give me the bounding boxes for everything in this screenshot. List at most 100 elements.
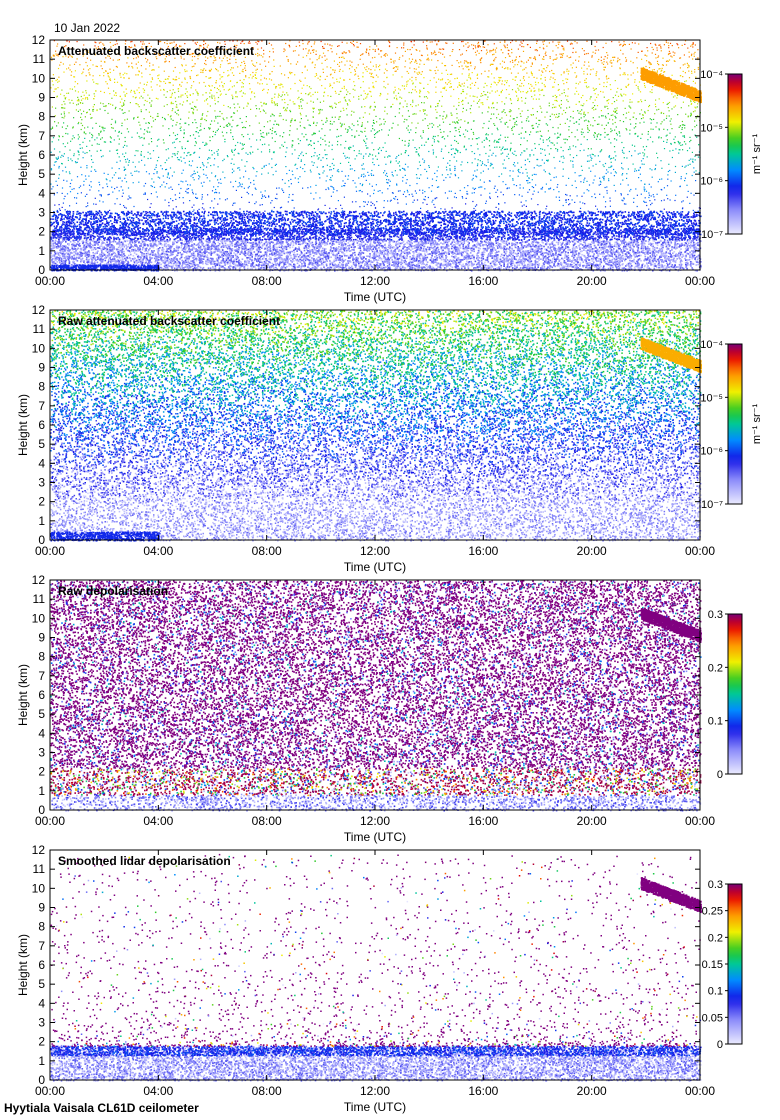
y-tick-label: 11 xyxy=(33,862,46,876)
y-tick-label: 7 xyxy=(38,129,45,143)
y-tick-label: 7 xyxy=(38,669,45,683)
x-tick-label: 12:00 xyxy=(360,544,390,558)
x-tick-label: 00:00 xyxy=(685,544,715,558)
colorbar-unit: m⁻¹ sr⁻¹ xyxy=(751,134,763,175)
x-tick-label: 16:00 xyxy=(468,274,498,288)
colorbar-tick-label: 0.15 xyxy=(702,959,723,971)
y-tick-label: 10 xyxy=(32,881,46,895)
y-tick-label: 11 xyxy=(33,322,46,336)
x-tick-label: 20:00 xyxy=(577,274,607,288)
y-tick-label: 2 xyxy=(38,765,45,779)
figure: Attenuated backscatter coefficient012345… xyxy=(0,0,780,1120)
colorbar-tick-label: 10⁻⁵ xyxy=(700,122,723,134)
colorbar-tick-label: 0 xyxy=(717,1039,723,1051)
colorbar-tick-label: 10⁻⁶ xyxy=(700,446,723,458)
y-tick-label: 1 xyxy=(38,514,45,528)
y-tick-label: 10 xyxy=(32,611,46,625)
colorbar-tick-label: 0.1 xyxy=(708,716,723,728)
y-tick-label: 8 xyxy=(38,920,45,934)
x-tick-label: 04:00 xyxy=(143,544,173,558)
colorbar-tick-label: 0.1 xyxy=(708,986,723,998)
y-tick-label: 12 xyxy=(32,33,46,47)
colorbar-unit: m⁻¹ sr⁻¹ xyxy=(751,404,763,445)
y-tick-label: 5 xyxy=(38,977,45,991)
y-tick-label: 2 xyxy=(38,1035,45,1049)
colorbar-tick-label: 0.2 xyxy=(708,662,723,674)
y-tick-label: 12 xyxy=(32,573,46,587)
y-axis-label: Height (km) xyxy=(16,394,30,456)
x-tick-label: 16:00 xyxy=(468,1084,498,1098)
x-tick-label: 00:00 xyxy=(685,1084,715,1098)
y-tick-label: 6 xyxy=(38,418,45,432)
colorbar-tick-label: 0.3 xyxy=(708,879,723,891)
y-tick-label: 3 xyxy=(38,746,45,760)
x-tick-label: 20:00 xyxy=(577,1084,607,1098)
panel-2: Raw attenuated backscatter coefficient01… xyxy=(16,303,763,574)
y-tick-label: 3 xyxy=(38,1016,45,1030)
y-tick-label: 7 xyxy=(38,939,45,953)
y-tick-label: 6 xyxy=(38,688,45,702)
x-tick-label: 12:00 xyxy=(360,274,390,288)
y-tick-label: 2 xyxy=(38,495,45,509)
y-tick-label: 1 xyxy=(38,784,45,798)
x-tick-label: 04:00 xyxy=(143,814,173,828)
panel-4: Smoothed lidar depolarisation 0 1 2 3 4 5 6 7 8 9 1… xyxy=(16,843,742,1114)
y-tick-label: 9 xyxy=(38,901,45,915)
x-axis-label: Time (UTC) xyxy=(344,1100,406,1114)
y-tick-label: 9 xyxy=(38,361,45,375)
x-tick-label: 00:00 xyxy=(685,814,715,828)
colorbar xyxy=(728,614,742,774)
y-tick-label: 1 xyxy=(38,1054,45,1068)
y-tick-label: 1 xyxy=(38,244,45,258)
y-tick-label: 4 xyxy=(38,456,45,470)
y-tick-label: 11 xyxy=(33,592,46,606)
y-axis-label: Height (km) xyxy=(16,664,30,726)
colorbar-tick-label: 0.25 xyxy=(702,906,723,918)
y-axis-label: Height (km) xyxy=(16,124,30,186)
y-tick-label: 5 xyxy=(38,437,45,451)
x-tick-label: 12:00 xyxy=(360,1084,390,1098)
colorbar-tick-label: 10⁻⁷ xyxy=(701,499,723,511)
x-tick-label: 20:00 xyxy=(577,814,607,828)
y-tick-label: 3 xyxy=(38,206,45,220)
y-tick-label: 7 xyxy=(38,399,45,413)
x-tick-label: 08:00 xyxy=(252,814,282,828)
x-tick-label: 12:00 xyxy=(360,814,390,828)
colorbar-tick-label: 0.2 xyxy=(708,932,723,944)
x-tick-label: 16:00 xyxy=(468,814,498,828)
colorbar-tick-label: 10⁻⁵ xyxy=(700,392,723,404)
panel-title: Raw depolarisation xyxy=(58,584,168,598)
y-tick-label: 8 xyxy=(38,650,45,664)
x-tick-label: 20:00 xyxy=(577,544,607,558)
colorbar xyxy=(728,74,742,234)
panel-title: Attenuated backscatter coefficient xyxy=(58,44,254,58)
y-axis-label: Height (km) xyxy=(16,934,30,996)
y-tick-label: 11 xyxy=(33,52,46,66)
y-tick-label: 8 xyxy=(38,110,45,124)
footer-caption: Hyytiala Vaisala CL61D ceilometer xyxy=(4,1101,199,1115)
x-axis-label: Time (UTC) xyxy=(344,560,406,574)
x-tick-label: 00:00 xyxy=(35,814,65,828)
panel-title: Smoothed lidar depolarisation xyxy=(58,854,231,868)
x-tick-label: 00:00 xyxy=(35,274,65,288)
colorbar-tick-label: 0.05 xyxy=(702,1012,723,1024)
y-tick-label: 5 xyxy=(38,167,45,181)
x-tick-label: 04:00 xyxy=(143,1084,173,1098)
y-tick-label: 10 xyxy=(32,71,46,85)
y-tick-label: 6 xyxy=(38,958,45,972)
y-tick-label: 9 xyxy=(38,631,45,645)
x-tick-label: 04:00 xyxy=(143,274,173,288)
colorbar-tick-label: 10⁻⁷ xyxy=(701,229,723,241)
x-tick-label: 16:00 xyxy=(468,544,498,558)
y-tick-label: 5 xyxy=(38,707,45,721)
colorbar xyxy=(728,884,742,1044)
y-tick-label: 6 xyxy=(38,148,45,162)
y-tick-label: 4 xyxy=(38,996,45,1010)
colorbar xyxy=(728,344,742,504)
y-tick-label: 2 xyxy=(38,225,45,239)
colorbar-tick-label: 0 xyxy=(717,769,723,781)
x-tick-label: 08:00 xyxy=(252,1084,282,1098)
colorbar-tick-label: 10⁻⁶ xyxy=(700,176,723,188)
y-tick-label: 9 xyxy=(38,91,45,105)
